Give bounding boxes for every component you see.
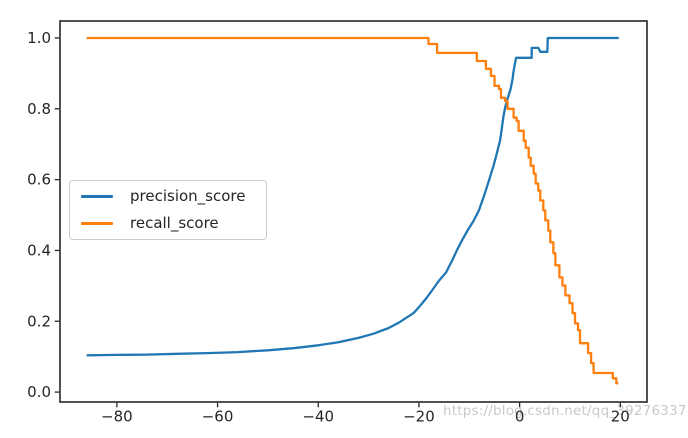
x-tick-label: 0	[515, 408, 525, 426]
axes-spines	[59, 20, 648, 403]
legend: precision_score recall_score	[69, 180, 267, 240]
y-tick-label: 0.8	[27, 100, 51, 118]
legend-line-sample-precision	[81, 195, 113, 198]
y-tick-label: 1.0	[27, 29, 51, 47]
x-tick-label: −80	[101, 408, 133, 426]
series-lines	[86, 36, 619, 385]
legend-label-precision: precision_score	[130, 187, 246, 205]
series-precision_score-line	[86, 36, 619, 357]
y-tick-label: 0.6	[27, 171, 51, 189]
x-tick-label: 20	[611, 408, 630, 426]
legend-item-recall: recall_score	[70, 212, 266, 235]
series-recall_score-line	[86, 36, 619, 385]
legend-item-precision: precision_score	[70, 185, 266, 208]
csdn-watermark: https://blog.csdn.net/qq_39276337	[443, 403, 687, 419]
y-axis: 0.0 0.2 0.4 0.6 0.8 1.0	[27, 29, 60, 401]
y-tick-label: 0.2	[27, 312, 51, 330]
legend-line-sample-recall	[81, 222, 113, 225]
x-tick-label: −40	[302, 408, 334, 426]
y-tick-label: 0.0	[27, 383, 51, 401]
y-tick-label: 0.4	[27, 241, 51, 259]
x-tick-label: −20	[403, 408, 435, 426]
legend-label-recall: recall_score	[130, 214, 219, 232]
x-axis: −80 −60 −40 −20 0 20	[101, 402, 630, 426]
x-tick-label: −60	[202, 408, 234, 426]
